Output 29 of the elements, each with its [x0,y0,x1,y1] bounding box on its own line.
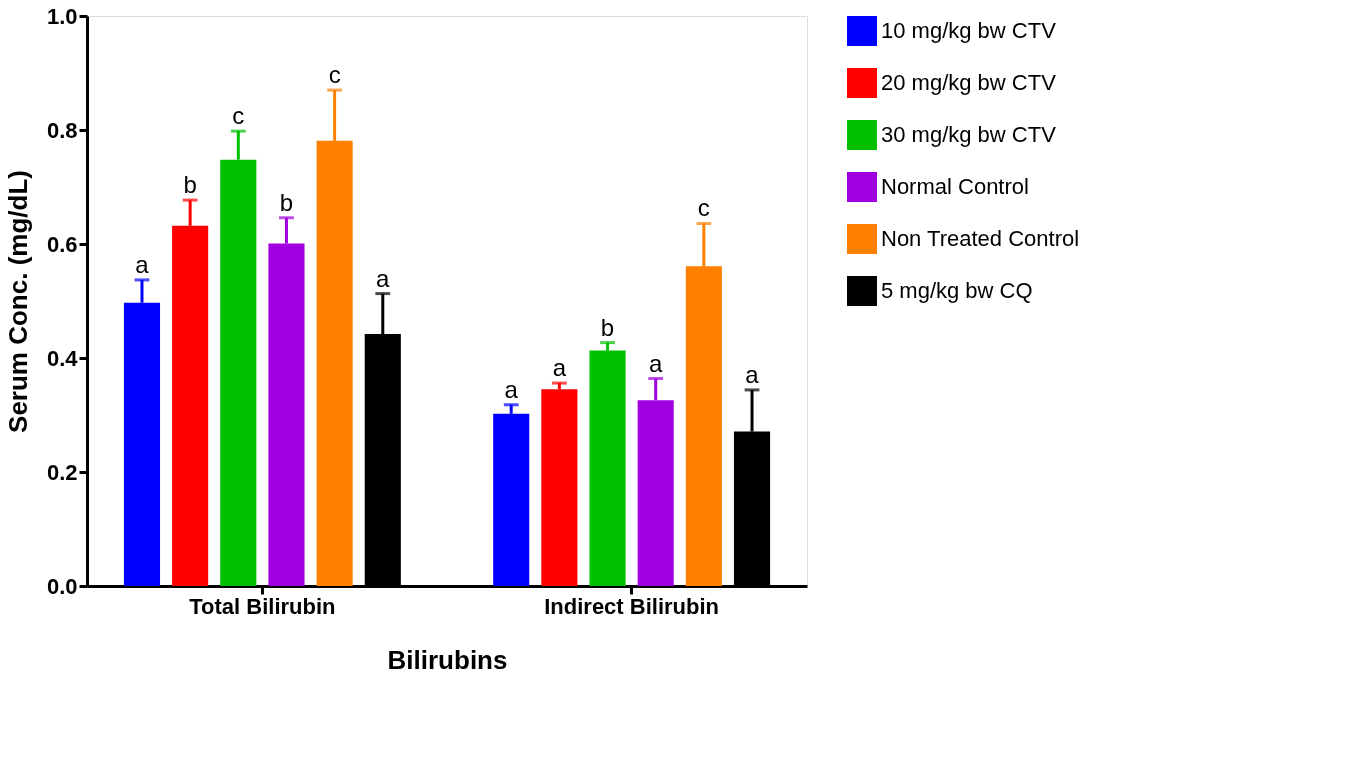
x-axis-title: Bilirubins [387,644,508,675]
y-tick-label: 0.2 [46,459,78,485]
y-tick-label: 0.0 [46,573,78,599]
data-label: a [649,349,664,377]
y-tick-label: 0.4 [46,345,79,371]
y-tick-label: 1.0 [46,3,78,29]
legend-label: Normal Control [881,174,1029,199]
legend-label: 10 mg/kg bw CTV [881,18,1057,43]
data-label: c [232,102,245,130]
data-label: a [504,375,519,403]
legend-label: 30 mg/kg bw CTV [881,122,1057,147]
data-label: a [135,250,150,278]
data-label: c [328,61,341,89]
bar [541,389,578,586]
legend-label: 20 mg/kg bw CTV [881,70,1057,95]
data-label: b [600,313,615,341]
y-tick-label: 0.6 [46,231,78,257]
y-axis-title: Serum Conc. (mg/dL) [2,170,33,433]
y-tick-label: 0.8 [46,117,78,143]
x-tick-label: Total Bilirubin [189,593,336,619]
legend-label: Non Treated Control [881,226,1080,251]
data-label: a [552,354,567,382]
data-label: a [745,360,760,388]
data-label: b [183,171,197,199]
legend-label: 5 mg/kg bw CQ [881,278,1033,303]
data-label: b [279,188,294,216]
data-label: a [376,264,391,292]
x-tick-label: Indirect Bilirubin [544,593,720,619]
data-label: c [697,194,710,222]
